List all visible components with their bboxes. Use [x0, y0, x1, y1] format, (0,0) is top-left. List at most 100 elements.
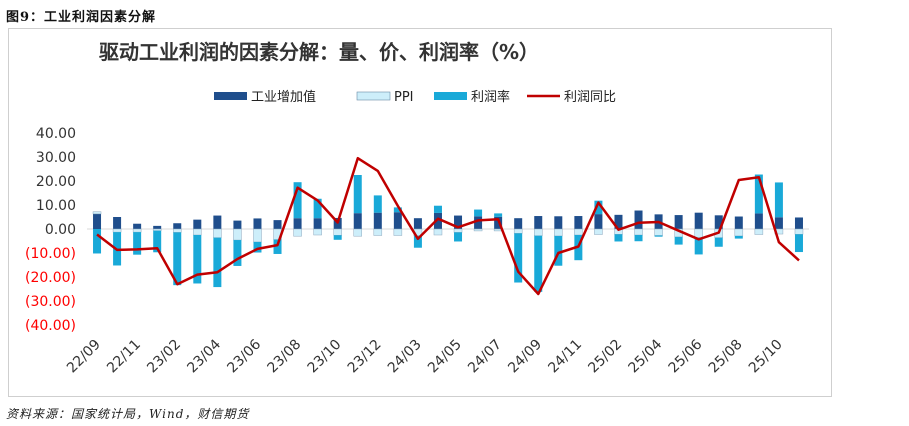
- x-tick-label: 24/03: [385, 337, 425, 377]
- bar-industry: [213, 215, 222, 229]
- bar-ppi: [534, 228, 543, 236]
- bar-industry: [193, 219, 202, 229]
- bar-ppi: [393, 228, 403, 236]
- bar-profit-rate: [433, 205, 442, 213]
- bar-industry: [674, 215, 683, 229]
- x-tick-label: 24/09: [505, 337, 545, 377]
- bar-industry: [393, 212, 402, 229]
- bar-ppi: [253, 228, 262, 243]
- y-tick-label: 10.00: [36, 198, 76, 214]
- x-tick-label: 25/04: [626, 336, 666, 376]
- bar-profit-rate: [253, 241, 262, 253]
- bar-profit-rate: [233, 240, 242, 266]
- bar-profit-rate: [474, 209, 483, 217]
- bar-industry: [634, 210, 643, 229]
- bar-profit-rate: [173, 232, 182, 286]
- legend-label-3: 利润率: [471, 89, 510, 105]
- bar-industry: [413, 218, 422, 229]
- bar-ppi: [794, 228, 804, 235]
- bar-industry: [734, 216, 743, 229]
- bar-ppi: [152, 228, 162, 231]
- x-tick-label: 23/06: [224, 336, 264, 376]
- bar-ppi: [734, 228, 744, 237]
- y-tick-label: (30.00): [25, 294, 76, 310]
- bar-ppi: [353, 228, 362, 237]
- bar-industry: [313, 218, 322, 229]
- bar-ppi: [132, 228, 142, 233]
- bar-profit-rate: [454, 232, 463, 242]
- bar-profit-rate: [634, 235, 643, 242]
- bar-ppi: [92, 211, 102, 215]
- bar-profit-rate: [213, 237, 222, 288]
- profit-yoy-line: [96, 156, 800, 296]
- x-tick-label: 25/10: [746, 337, 786, 377]
- line-layer: [96, 156, 800, 296]
- legend-swatch-2: [356, 91, 391, 101]
- bar-ppi: [453, 228, 463, 233]
- y-axis: 40.00 30.00 20.00 10.00 0.00 (10.00) (20.00) (3…: [25, 126, 809, 334]
- y-tick-label: 20.00: [36, 174, 76, 190]
- bar-ppi: [173, 228, 182, 233]
- bar-industry: [353, 213, 362, 229]
- bar-ppi: [333, 228, 342, 236]
- bar-ppi: [754, 228, 764, 235]
- bar-ppi: [473, 228, 483, 232]
- bar-ppi: [513, 228, 523, 234]
- legend-swatch-3: [434, 92, 467, 100]
- bar-industry: [714, 215, 723, 229]
- bar-ppi: [193, 228, 202, 236]
- bar-industry: [133, 223, 142, 229]
- bar-profit-rate: [353, 175, 362, 214]
- bar-ppi: [594, 228, 603, 235]
- bar-profit-rate: [193, 235, 202, 284]
- bar-ppi: [574, 228, 583, 236]
- bar-profit-rate: [313, 198, 322, 219]
- bar-profit-rate: [794, 234, 803, 253]
- bar-ppi: [634, 228, 643, 236]
- bar-industry: [373, 212, 382, 229]
- bar-industry: [454, 215, 463, 229]
- y-tick-label: 0.00: [45, 222, 76, 238]
- bar-profit-rate: [714, 237, 723, 247]
- x-tick-label: 25/08: [706, 337, 746, 377]
- legend-label-4: 利润同比: [564, 90, 616, 105]
- y-tick-label: 30.00: [36, 150, 76, 166]
- bar-industry: [694, 212, 703, 229]
- bar-profit-rate: [413, 235, 422, 248]
- bar-profit-rate: [133, 232, 142, 255]
- bar-industry: [614, 214, 623, 229]
- x-tick-label: 23/12: [345, 337, 385, 377]
- bar-industry: [774, 217, 783, 229]
- bar-ppi: [293, 228, 302, 237]
- x-tick-label: 22/11: [104, 337, 144, 377]
- x-tick-label: 23/02: [144, 337, 184, 377]
- bar-profit-rate: [754, 174, 763, 214]
- chart-svg: 驱动工业利润的因素分解：量、价、利润率（%） 工业增加值 PPI 利润率 利润同比 4…: [25, 40, 809, 376]
- x-tick-label: 22/09: [64, 337, 104, 377]
- bar-industry: [554, 216, 563, 229]
- bar-profit-rate: [293, 182, 302, 219]
- bar-industry: [574, 216, 583, 229]
- bar-profit-rate: [393, 207, 402, 213]
- x-tick-label: 23/08: [265, 337, 305, 377]
- bar-profit-rate: [494, 213, 503, 217]
- bar-ppi: [554, 228, 563, 237]
- bar-industry: [293, 218, 302, 229]
- bar-industry: [153, 225, 162, 229]
- bar-profit-rate: [694, 237, 703, 255]
- x-tick-label: 25/06: [666, 336, 706, 376]
- bar-profit-rate: [674, 236, 683, 245]
- bar-profit-rate: [554, 235, 563, 266]
- bar-industry: [794, 217, 803, 229]
- bar-ppi: [233, 228, 242, 241]
- bar-industry: [754, 213, 763, 229]
- x-axis: 22/09 22/11 23/02 23/04 23/06 23/08 23/10 23/12…: [64, 336, 786, 376]
- x-tick-label: 25/02: [585, 337, 625, 377]
- bar-profit-rate: [373, 195, 382, 213]
- bar-profit-rate: [734, 235, 743, 239]
- bar-ppi: [213, 228, 222, 238]
- legend-label-2: PPI: [394, 90, 414, 105]
- bar-industry: [113, 217, 122, 229]
- bar-profit-rate: [93, 229, 102, 254]
- y-tick-label: (40.00): [25, 318, 76, 334]
